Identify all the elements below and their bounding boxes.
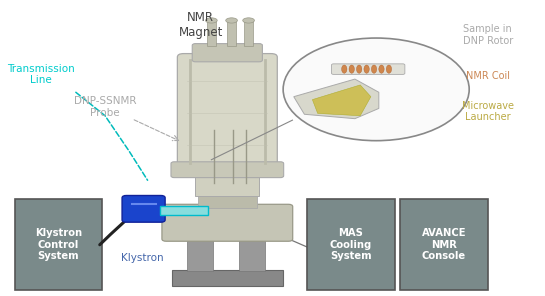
Ellipse shape — [243, 18, 255, 23]
FancyBboxPatch shape — [122, 195, 165, 222]
Polygon shape — [294, 79, 379, 119]
Ellipse shape — [364, 65, 370, 73]
Ellipse shape — [342, 65, 347, 73]
Ellipse shape — [379, 65, 384, 73]
Text: Sample in
DNP Rotor: Sample in DNP Rotor — [463, 24, 513, 46]
FancyBboxPatch shape — [196, 174, 259, 196]
Ellipse shape — [356, 65, 362, 73]
FancyBboxPatch shape — [207, 21, 216, 46]
FancyBboxPatch shape — [198, 195, 257, 208]
FancyBboxPatch shape — [162, 204, 293, 241]
Text: DNP-SSNMR
Probe: DNP-SSNMR Probe — [74, 96, 136, 118]
Text: Transmission
Line: Transmission Line — [8, 64, 75, 86]
Text: NMR
Magnet: NMR Magnet — [179, 11, 223, 39]
FancyBboxPatch shape — [160, 206, 208, 215]
Ellipse shape — [226, 18, 238, 23]
Text: Klystron
Control
System: Klystron Control System — [35, 228, 82, 261]
Text: AVANCE
NMR
Console: AVANCE NMR Console — [422, 228, 466, 261]
Text: MAS
Cooling
System: MAS Cooling System — [330, 228, 372, 261]
FancyBboxPatch shape — [171, 162, 283, 178]
FancyBboxPatch shape — [244, 21, 253, 46]
Circle shape — [283, 38, 469, 141]
FancyBboxPatch shape — [15, 199, 102, 290]
FancyBboxPatch shape — [239, 237, 264, 271]
FancyBboxPatch shape — [192, 44, 262, 62]
Text: Microwave
Launcher: Microwave Launcher — [462, 101, 514, 122]
Ellipse shape — [205, 18, 217, 23]
FancyBboxPatch shape — [227, 21, 236, 46]
Ellipse shape — [349, 65, 354, 73]
FancyBboxPatch shape — [177, 54, 277, 169]
FancyBboxPatch shape — [172, 270, 283, 286]
FancyBboxPatch shape — [331, 64, 405, 74]
FancyBboxPatch shape — [307, 199, 395, 290]
Ellipse shape — [371, 65, 377, 73]
FancyBboxPatch shape — [187, 237, 213, 271]
Text: NMR Coil: NMR Coil — [466, 71, 510, 81]
Polygon shape — [312, 85, 371, 116]
FancyBboxPatch shape — [400, 199, 488, 290]
Text: Klystron: Klystron — [121, 253, 164, 263]
Ellipse shape — [386, 65, 391, 73]
